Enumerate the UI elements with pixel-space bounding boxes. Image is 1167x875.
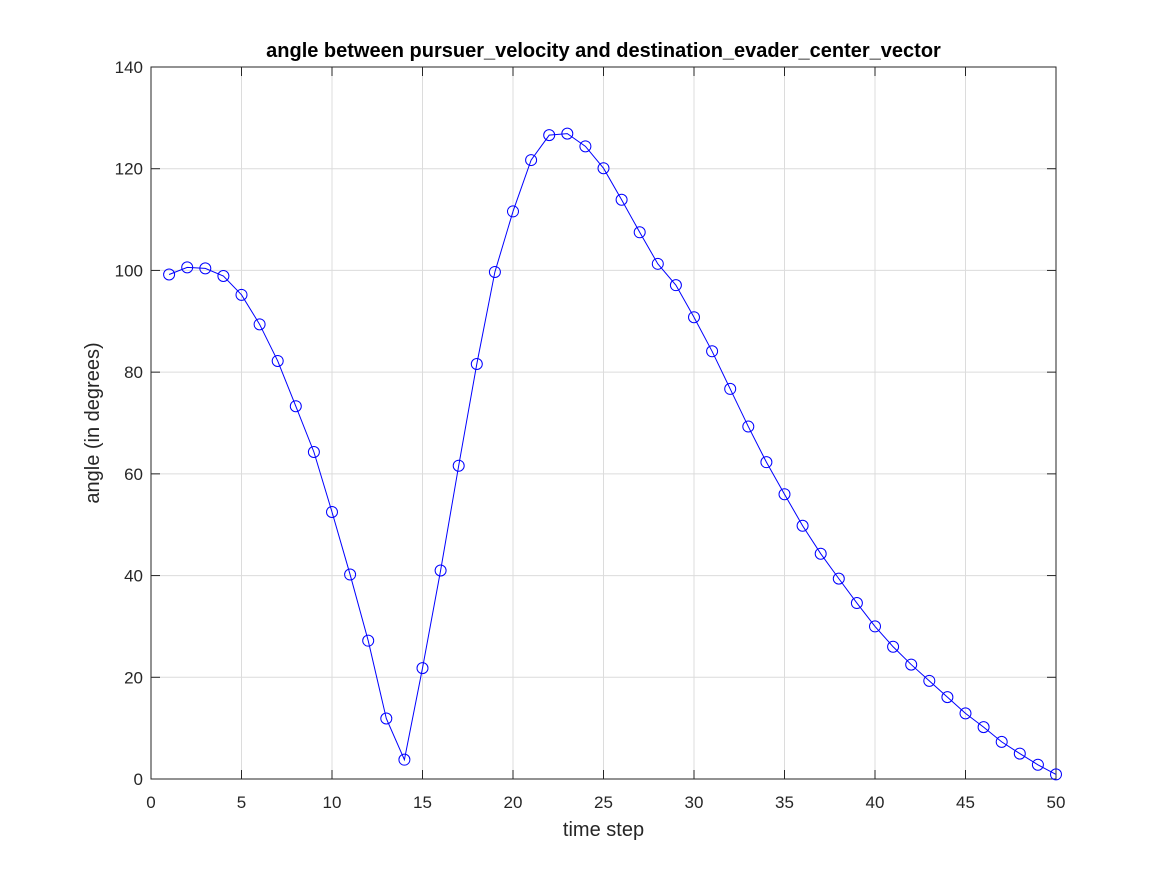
data-point <box>869 620 881 633</box>
data-point <box>688 311 700 324</box>
data-point <box>814 547 827 560</box>
data-point <box>669 279 682 292</box>
y-tick-label: 140 <box>115 58 143 77</box>
data-point <box>742 420 755 433</box>
data-point <box>525 154 538 167</box>
data-point <box>887 640 900 653</box>
x-tick-label: 40 <box>866 793 885 812</box>
data-point <box>832 572 845 585</box>
data-point <box>1031 758 1044 771</box>
data-point <box>507 205 519 218</box>
axis-ticks: 0 5 10 15 20 25 30 35 40 45 50 0 20 40 60 80 100 120 140 <box>115 58 1066 812</box>
data-point <box>977 721 990 734</box>
data-point <box>651 257 664 270</box>
data-point <box>380 712 393 725</box>
data-point <box>163 268 176 281</box>
data-point <box>199 262 212 275</box>
data-point <box>597 162 610 175</box>
data-point <box>724 382 737 395</box>
x-tick-label: 10 <box>323 793 342 812</box>
series-layer <box>163 127 1062 781</box>
data-point <box>850 597 863 610</box>
data-point <box>905 658 918 671</box>
y-tick-label: 120 <box>115 160 143 179</box>
data-point <box>615 193 628 206</box>
y-tick-label: 60 <box>124 465 143 484</box>
plot-frame <box>150 66 1057 780</box>
y-tick-label: 100 <box>115 261 143 280</box>
data-point <box>470 358 483 371</box>
y-tick-label: 40 <box>124 567 143 586</box>
data-point <box>633 226 646 239</box>
y-tick-label: 20 <box>124 668 143 687</box>
data-point <box>561 127 574 140</box>
x-tick-label: 35 <box>775 793 794 812</box>
data-point <box>416 662 429 675</box>
data-point <box>326 506 338 518</box>
x-tick-label: 20 <box>504 793 523 812</box>
x-tick-label: 50 <box>1047 793 1066 812</box>
chart-title: angle between pursuer_velocity and desti… <box>266 40 941 62</box>
x-tick-label: 25 <box>594 793 613 812</box>
data-point <box>253 318 266 331</box>
x-tick-label: 45 <box>956 793 975 812</box>
x-tick-label: 30 <box>685 793 704 812</box>
y-axis-label: angle (in degrees) <box>82 342 104 503</box>
data-point <box>941 691 954 704</box>
data-point <box>488 265 501 278</box>
data-point <box>452 459 465 472</box>
data-point <box>434 564 447 577</box>
data-point <box>1050 768 1062 781</box>
x-tick-label: 0 <box>146 793 155 812</box>
data-point <box>344 568 357 581</box>
data-point <box>706 345 719 358</box>
data-point <box>778 488 791 501</box>
data-point <box>181 261 194 274</box>
data-point <box>217 270 230 283</box>
data-point <box>362 634 375 647</box>
data-point <box>959 707 972 720</box>
data-point <box>579 140 592 153</box>
data-point <box>923 674 936 687</box>
data-point <box>796 519 809 532</box>
data-point <box>235 288 248 301</box>
data-point <box>271 354 284 367</box>
data-point <box>307 445 320 458</box>
series-line <box>168 133 1057 775</box>
y-tick-label: 80 <box>124 363 143 382</box>
data-point <box>995 735 1008 748</box>
data-point <box>289 400 302 413</box>
data-point <box>1013 747 1026 760</box>
x-tick-label: 5 <box>237 793 246 812</box>
data-point <box>398 753 411 766</box>
y-tick-label: 0 <box>134 770 143 789</box>
data-point <box>543 129 556 142</box>
x-axis-label: time step <box>563 819 644 841</box>
data-point <box>760 456 773 469</box>
x-tick-label: 15 <box>413 793 432 812</box>
